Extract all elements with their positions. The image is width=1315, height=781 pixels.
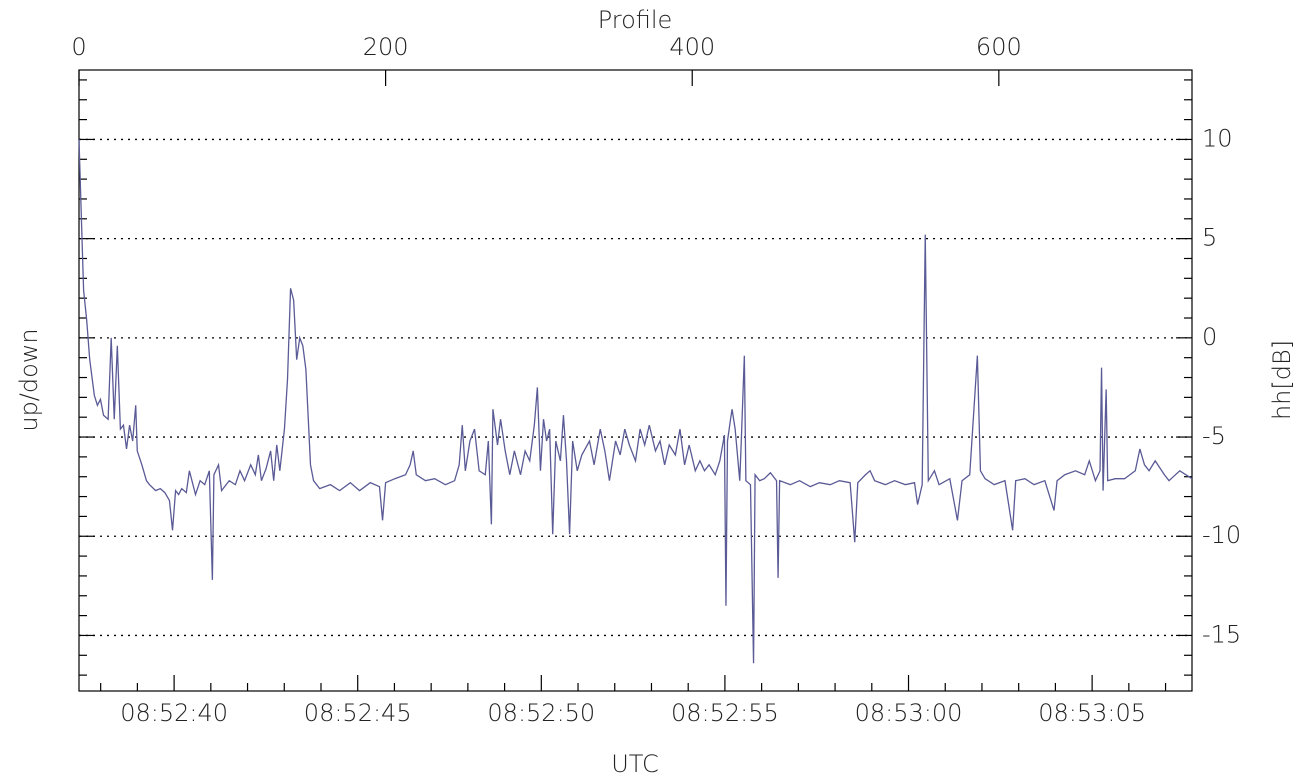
bottom-axis-title: UTC: [611, 750, 659, 778]
x2-tick-label: 08:52:55: [671, 699, 779, 727]
y-tick-label: 5: [1202, 224, 1217, 252]
top-axis-title: Profile: [598, 6, 673, 34]
x2-tick-label: 08:52:50: [487, 699, 595, 727]
x2-tick-label: 08:52:45: [304, 699, 412, 727]
y-tick-label: 10: [1202, 124, 1233, 152]
x2-tick-label: 08:53:00: [855, 699, 963, 727]
x-tick-label: 600: [976, 33, 1022, 61]
y-tick-label: -5: [1202, 422, 1226, 450]
x-tick-label: 200: [363, 33, 409, 61]
y-tick-label: 0: [1202, 323, 1217, 351]
x2-tick-label: 08:52:40: [120, 699, 228, 727]
left-axis-title: up/down: [15, 328, 43, 431]
x-tick-label: 400: [669, 33, 715, 61]
x2-tick-label: 08:53:05: [1038, 699, 1146, 727]
y-tick-label: -15: [1202, 620, 1241, 648]
plot-frame: [78, 69, 1193, 692]
right-axis-title: hh[dB]: [1268, 340, 1296, 420]
y-tick-label: -10: [1202, 521, 1241, 549]
data-line: [78, 139, 1193, 664]
x-tick-label: 0: [71, 33, 86, 61]
